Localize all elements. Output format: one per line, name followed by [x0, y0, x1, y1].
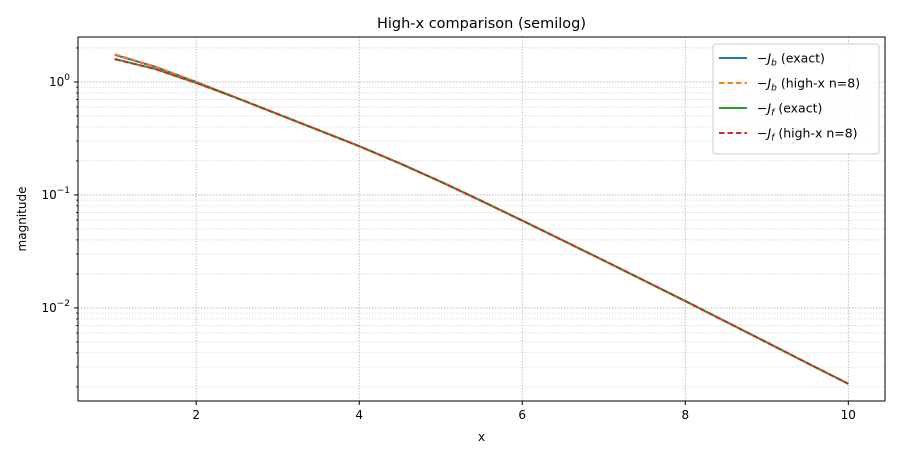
- legend-label-subscript: f: [771, 134, 776, 144]
- legend-label-suffix: (exact): [774, 101, 822, 116]
- legend-entry: −Jf (exact): [757, 101, 822, 119]
- x-axis-label: x: [478, 430, 485, 444]
- y-tick-mantissa: 10: [49, 75, 64, 89]
- x-tick-label: 2: [192, 408, 200, 422]
- legend-label-prefix: −J: [757, 101, 771, 116]
- series-line-3: [114, 58, 849, 385]
- legend-label-suffix: (high-x n=8): [777, 76, 860, 91]
- y-tick-exponent: 0: [64, 73, 70, 83]
- y-tick-exponent: −2: [57, 299, 70, 309]
- legend-entry: −Jb (exact): [757, 51, 825, 69]
- y-tick-mantissa: 10: [41, 188, 56, 202]
- x-tick-label: 8: [681, 408, 689, 422]
- legend-label-subscript: b: [771, 59, 777, 69]
- legend-label-suffix: (exact): [777, 51, 825, 66]
- legend-label-prefix: −J: [757, 126, 771, 141]
- legend-box: [712, 43, 880, 155]
- legend-entry: −Jb (high-x n=8): [757, 76, 860, 94]
- legend-label-suffix: (high-x n=8): [774, 126, 857, 141]
- x-tick-label: 6: [518, 408, 526, 422]
- x-tick-label: 10: [841, 408, 856, 422]
- y-tick-label: 10−2: [41, 299, 70, 315]
- y-tick-label: 100: [49, 73, 70, 89]
- x-tick-label: 4: [355, 408, 363, 422]
- legend-entry: −Jf (high-x n=8): [757, 126, 858, 144]
- series-group: [114, 53, 849, 385]
- legend-label-prefix: −J: [757, 51, 771, 66]
- y-tick-mantissa: 10: [41, 301, 56, 315]
- plot-frame: [77, 36, 886, 402]
- y-tick-exponent: −1: [57, 186, 70, 196]
- legend-label-subscript: f: [771, 109, 776, 119]
- legend: −Jb (exact)−Jb (high-x n=8)−Jf (exact)−J…: [712, 43, 880, 155]
- chart-title: High-x comparison (semilog): [377, 16, 586, 32]
- y-tick-label: 10−1: [41, 186, 70, 202]
- legend-label-subscript: b: [771, 84, 777, 94]
- y-axis-label: magnitude: [15, 187, 29, 252]
- legend-label-prefix: −J: [757, 76, 771, 91]
